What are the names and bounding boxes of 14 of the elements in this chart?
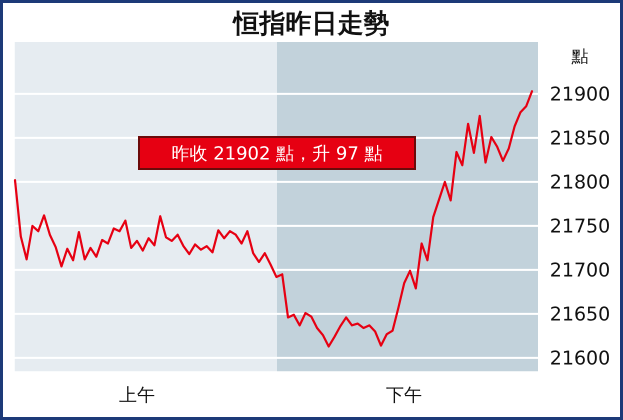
y-tick-label: 21750 xyxy=(550,216,610,238)
x-tick-label: 上午 xyxy=(118,385,155,406)
y-tick-label: 21900 xyxy=(550,84,610,106)
y-tick-label: 21800 xyxy=(550,172,610,194)
y-tick-label: 21700 xyxy=(550,260,610,282)
y-tick-label: 21850 xyxy=(550,128,610,150)
annotation: 昨收 21902 點，升 97 點 xyxy=(171,143,383,164)
y-tick-label: 21650 xyxy=(550,304,610,326)
callout-box: 昨收 21902 點，升 97 點 xyxy=(138,136,416,170)
line-series xyxy=(14,90,534,348)
x-tick-label: 下午 xyxy=(386,385,422,406)
y-axis-title: 點 xyxy=(570,47,588,67)
chart-title: 恒指昨日走勢 xyxy=(232,9,390,39)
y-tick-label: 21600 xyxy=(550,348,610,370)
